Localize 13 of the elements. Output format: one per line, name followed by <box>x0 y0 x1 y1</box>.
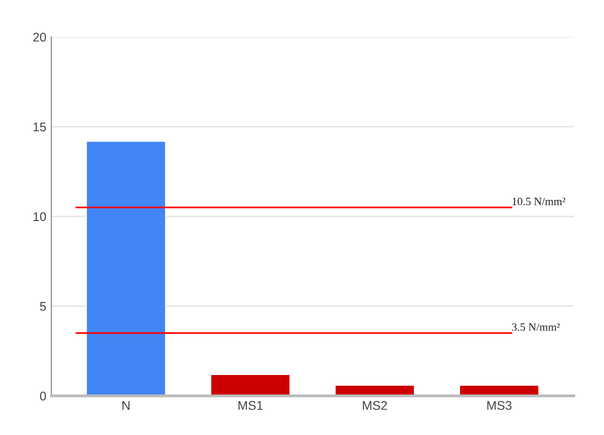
y-tick-label: 0 <box>40 392 46 400</box>
ref-line-label: 10.5 N/mm² <box>512 198 566 206</box>
y-tick-label: 20 <box>33 32 46 42</box>
bar <box>85 140 166 396</box>
y-tick-label: 5 <box>40 302 46 311</box>
ref-line-label: 3.5 N/mm² <box>512 323 560 331</box>
y-tick-label: 10 <box>34 212 46 222</box>
y-tick-label: 15 <box>34 122 46 132</box>
x-tick-label: MS1 <box>238 401 263 410</box>
x-tick-label: N <box>122 401 130 410</box>
bar <box>210 374 291 396</box>
x-tick-label: MS3 <box>487 401 512 410</box>
x-tick-label: MS2 <box>362 401 387 410</box>
